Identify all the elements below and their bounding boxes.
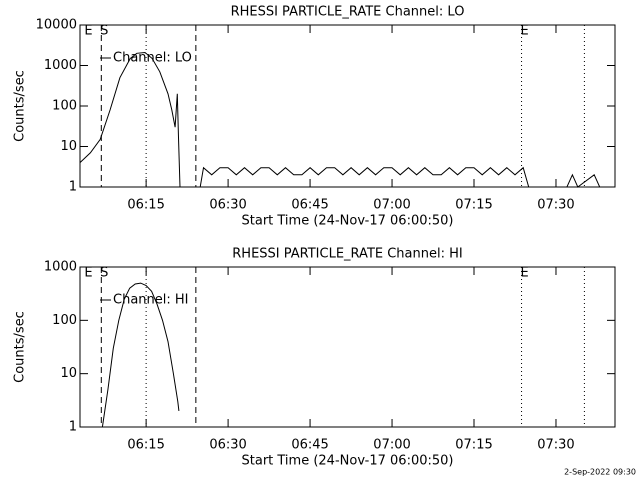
y-tick-label: 1000: [44, 58, 77, 73]
marker-label: E: [84, 266, 92, 281]
y-tick-label: 1: [69, 420, 77, 435]
y-tick-label: 10: [60, 366, 77, 381]
x-tick-label: 07:15: [455, 438, 492, 453]
marker-label: E: [520, 266, 528, 281]
y-tick-label: 10: [60, 139, 77, 154]
marker-label: S: [100, 24, 108, 39]
x-tick-label: 07:30: [537, 198, 574, 213]
marker-label: S: [100, 266, 108, 281]
chart-title: RHESSI PARTICLE_RATE Channel: LO: [231, 5, 465, 20]
x-tick-label: 06:30: [209, 198, 246, 213]
data-line: [79, 51, 615, 188]
x-axis-label: Start Time (24-Nov-17 06:00:50): [242, 214, 454, 229]
x-tick-label: 06:15: [127, 198, 164, 213]
footer: 2-Sep-2022 09:30: [564, 468, 636, 477]
x-tick-label: 07:00: [373, 438, 410, 453]
chart-title: RHESSI PARTICLE_RATE Channel: HI: [232, 247, 462, 262]
x-axis-label: Start Time (24-Nov-17 06:00:50): [242, 454, 454, 469]
x-tick-label: 06:15: [127, 438, 164, 453]
x-tick-label: 07:00: [373, 198, 410, 213]
y-tick-label: 1000: [44, 260, 77, 275]
y-tick-label: 100: [52, 99, 77, 114]
x-tick-label: 06:45: [291, 438, 328, 453]
plot-frame: [79, 266, 616, 428]
x-tick-label: 07:15: [455, 198, 492, 213]
y-axis-label: Counts/sec: [13, 70, 28, 142]
y-tick-label: 1: [69, 180, 77, 195]
x-tick-label: 06:30: [209, 438, 246, 453]
marker-label: E: [84, 24, 92, 39]
y-tick-label: 100: [52, 313, 77, 328]
legend-label: Channel: HI: [113, 293, 189, 308]
data-line: [101, 282, 180, 428]
legend-label: Channel: LO: [113, 51, 192, 66]
x-tick-label: 06:45: [291, 198, 328, 213]
marker-label: E: [520, 24, 528, 39]
y-axis-label: Counts/sec: [13, 311, 28, 383]
y-tick-label: 10000: [36, 18, 77, 33]
x-tick-label: 07:30: [537, 438, 574, 453]
